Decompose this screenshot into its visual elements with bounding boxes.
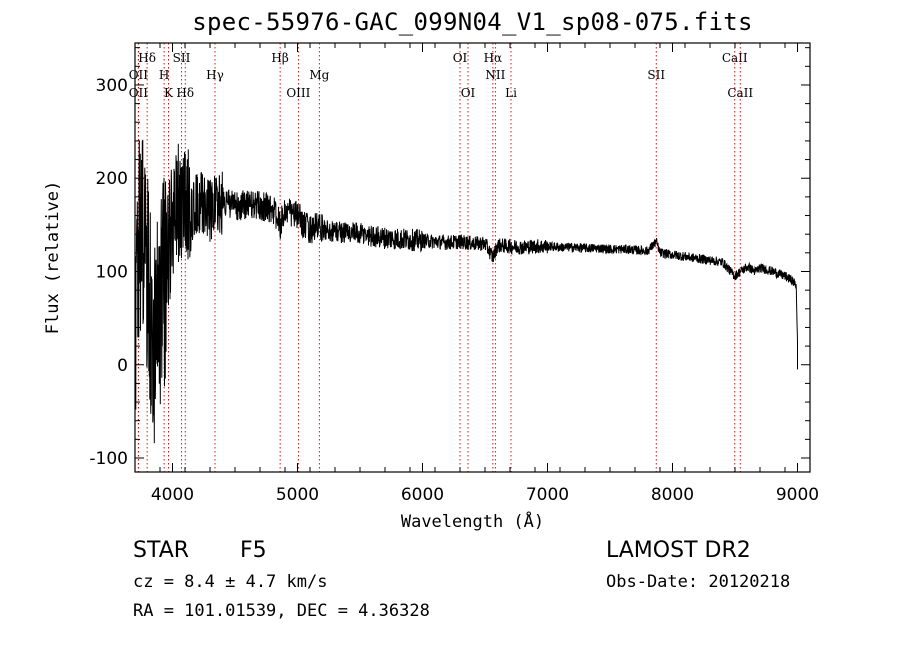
line-marker-label: Hβ (271, 51, 288, 65)
y-tick-label: 0 (117, 356, 128, 376)
chart-title: spec-55976-GAC_099N04_V1_sp08-075.fits (192, 8, 753, 36)
y-tick-label: 100 (96, 262, 128, 282)
line-marker-label: CaII (722, 51, 748, 65)
object-class-label: F5 (240, 538, 267, 563)
line-marker-label: CaII (727, 86, 753, 100)
spectrum-line (134, 139, 798, 444)
line-marker-label: Li (505, 86, 517, 100)
x-tick-label: 4000 (151, 485, 194, 505)
line-marker-label: Hα (484, 51, 503, 65)
line-marker-label: OIII (286, 86, 310, 100)
axis-ticks-layer (134, 43, 811, 472)
x-tick-label: 5000 (276, 485, 319, 505)
line-marker-label: Hγ (206, 68, 224, 82)
line-marker-label: SII (647, 68, 665, 82)
obs-date-line: Obs-Date: 20120218 (606, 572, 791, 592)
line-marker-label: Mg (309, 68, 329, 82)
plot-frame (134, 42, 811, 473)
survey-label: LAMOST DR2 (606, 538, 751, 563)
y-axis-label: Flux (relative) (43, 181, 63, 335)
line-marker-label: Hδ (176, 86, 194, 100)
line-marker-label: OI (453, 51, 468, 65)
ra-dec-line: RA = 101.01539, DEC = 4.36328 (133, 601, 430, 621)
line-markers-layer: OIIOIIHδHKSIIHδHγHβOIIIMgOIOIHαNIILiSIIC… (129, 43, 753, 472)
x-tick-label: 7000 (526, 485, 569, 505)
line-marker-label: SII (173, 51, 191, 65)
y-tick-label: 300 (96, 76, 128, 96)
line-marker-label: K (164, 86, 174, 100)
object-type-label: STAR (133, 538, 190, 563)
line-marker-label: NII (485, 68, 505, 82)
line-marker-label: OI (461, 86, 476, 100)
x-tick-label: 6000 (401, 485, 444, 505)
line-marker-label: OII (129, 86, 149, 100)
axis-tick-labels-layer: 4000 5000 6000 7000 8000 9000 -100 0 100 200 300 (89, 76, 819, 505)
line-marker-label: H (159, 68, 169, 82)
redshift-line: cz = 8.4 ± 4.7 km/s (133, 572, 328, 592)
x-tick-label: 8000 (651, 485, 694, 505)
x-tick-label: 9000 (776, 485, 819, 505)
y-tick-label: -100 (89, 449, 128, 469)
x-axis-label: Wavelength (Å) (401, 510, 544, 532)
line-marker-label: Hδ (138, 51, 156, 65)
y-tick-label: 200 (96, 169, 128, 189)
